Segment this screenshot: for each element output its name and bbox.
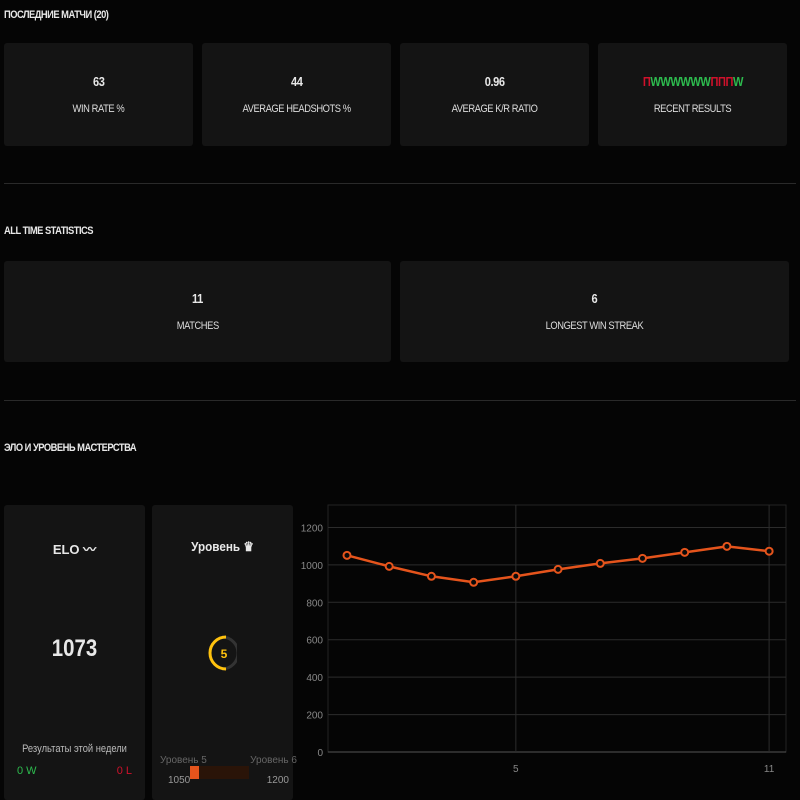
elo-chart: 0 200 400 600 800 1000 1200 5 11 — [301, 504, 787, 775]
level-to-label: Уровень 6 — [250, 755, 297, 766]
level-progress-bar — [190, 766, 249, 779]
elo-point — [595, 558, 605, 568]
stat-value: 6 — [591, 291, 598, 306]
stat-label: LONGEST WIN STREAK — [545, 320, 644, 332]
y-tick-label: 800 — [306, 598, 323, 609]
elo-section-title: ЭЛО И УРОВЕНЬ МАСТЕРСТВА — [4, 442, 137, 454]
elo-value: 1073 — [51, 635, 98, 662]
result-loss: П — [710, 74, 718, 89]
recent-matches-title: ПОСЛЕДНИЕ МАТЧИ (20) — [4, 9, 109, 21]
result-win: W — [659, 74, 670, 89]
win-rate-card: 63 WIN RATE % — [4, 43, 193, 146]
elo-title: ELO — [52, 542, 80, 557]
stat-value: 63 — [92, 74, 105, 89]
level-title: Уровень — [191, 539, 241, 554]
stat-label: AVERAGE K/R RATIO — [451, 103, 538, 115]
stat-value: 0.96 — [484, 74, 505, 89]
stat-label: WIN RATE % — [72, 103, 125, 115]
y-tick-label: 0 — [317, 748, 323, 759]
elo-point — [384, 561, 394, 571]
week-wins: 0 W — [17, 765, 37, 777]
elo-point — [342, 550, 352, 560]
x-tick-label: 11 — [764, 764, 775, 775]
result-win: W — [700, 74, 711, 89]
level-from-label: Уровень 5 — [160, 755, 207, 766]
week-losses: 0 L — [116, 765, 132, 777]
result-win: W — [679, 74, 690, 89]
elo-point — [722, 541, 732, 551]
stat-value: 44 — [290, 74, 303, 89]
y-tick-label: 200 — [306, 711, 323, 722]
recent-results: ПWWWWWWПППW — [642, 74, 743, 89]
result-win: W — [669, 74, 680, 89]
result-win: W — [689, 74, 701, 89]
result-loss: П — [725, 74, 733, 89]
result-loss: П — [642, 74, 650, 89]
divider — [4, 183, 796, 184]
week-results-label: Результаты этой недели — [22, 743, 127, 755]
elo-point — [680, 547, 690, 557]
level-from-elo: 1050 — [168, 775, 191, 786]
stat-label: RECENT RESULTS — [653, 103, 732, 115]
matches-card: 11 MATCHES — [4, 261, 391, 362]
result-win: W — [649, 74, 660, 89]
y-tick-label: 600 — [306, 636, 323, 647]
stat-label: AVERAGE HEADSHOTS % — [242, 103, 351, 115]
level-card: Уровень ♛ 5 Уровень 5 Уровень 6 1050 120… — [152, 505, 297, 800]
result-loss: П — [717, 74, 726, 89]
level-to-elo: 1200 — [266, 775, 289, 786]
y-tick-label: 1000 — [301, 561, 324, 572]
recent-results-card: ПWWWWWWПППW RECENT RESULTS — [598, 43, 787, 146]
elo-point — [637, 553, 647, 563]
trend-icon: 〰 — [83, 542, 97, 557]
y-tick-label: 1200 — [301, 523, 324, 534]
elo-line — [346, 545, 770, 584]
y-tick-label: 400 — [306, 673, 323, 684]
elo-point — [764, 546, 774, 556]
divider — [4, 400, 796, 401]
elo-point — [426, 571, 436, 581]
win-streak-card: 6 LONGEST WIN STREAK — [400, 261, 789, 362]
elo-card: ELO 〰 1073 Результаты этой недели 0 W 0 … — [4, 505, 145, 800]
elo-point — [553, 564, 563, 574]
x-tick-label: 5 — [513, 764, 519, 775]
stat-value: 11 — [192, 291, 203, 306]
elo-point — [511, 571, 521, 581]
headshots-card: 44 AVERAGE HEADSHOTS % — [202, 43, 391, 146]
crown-icon: ♛ — [243, 539, 254, 554]
level-gauge: 5 — [208, 635, 237, 671]
all-time-title: ALL TIME STATISTICS — [4, 225, 94, 237]
result-win: W — [732, 74, 743, 89]
elo-point — [469, 577, 479, 587]
level-number: 5 — [221, 647, 228, 661]
kr-ratio-card: 0.96 AVERAGE K/R RATIO — [400, 43, 589, 146]
stat-label: MATCHES — [176, 320, 219, 332]
